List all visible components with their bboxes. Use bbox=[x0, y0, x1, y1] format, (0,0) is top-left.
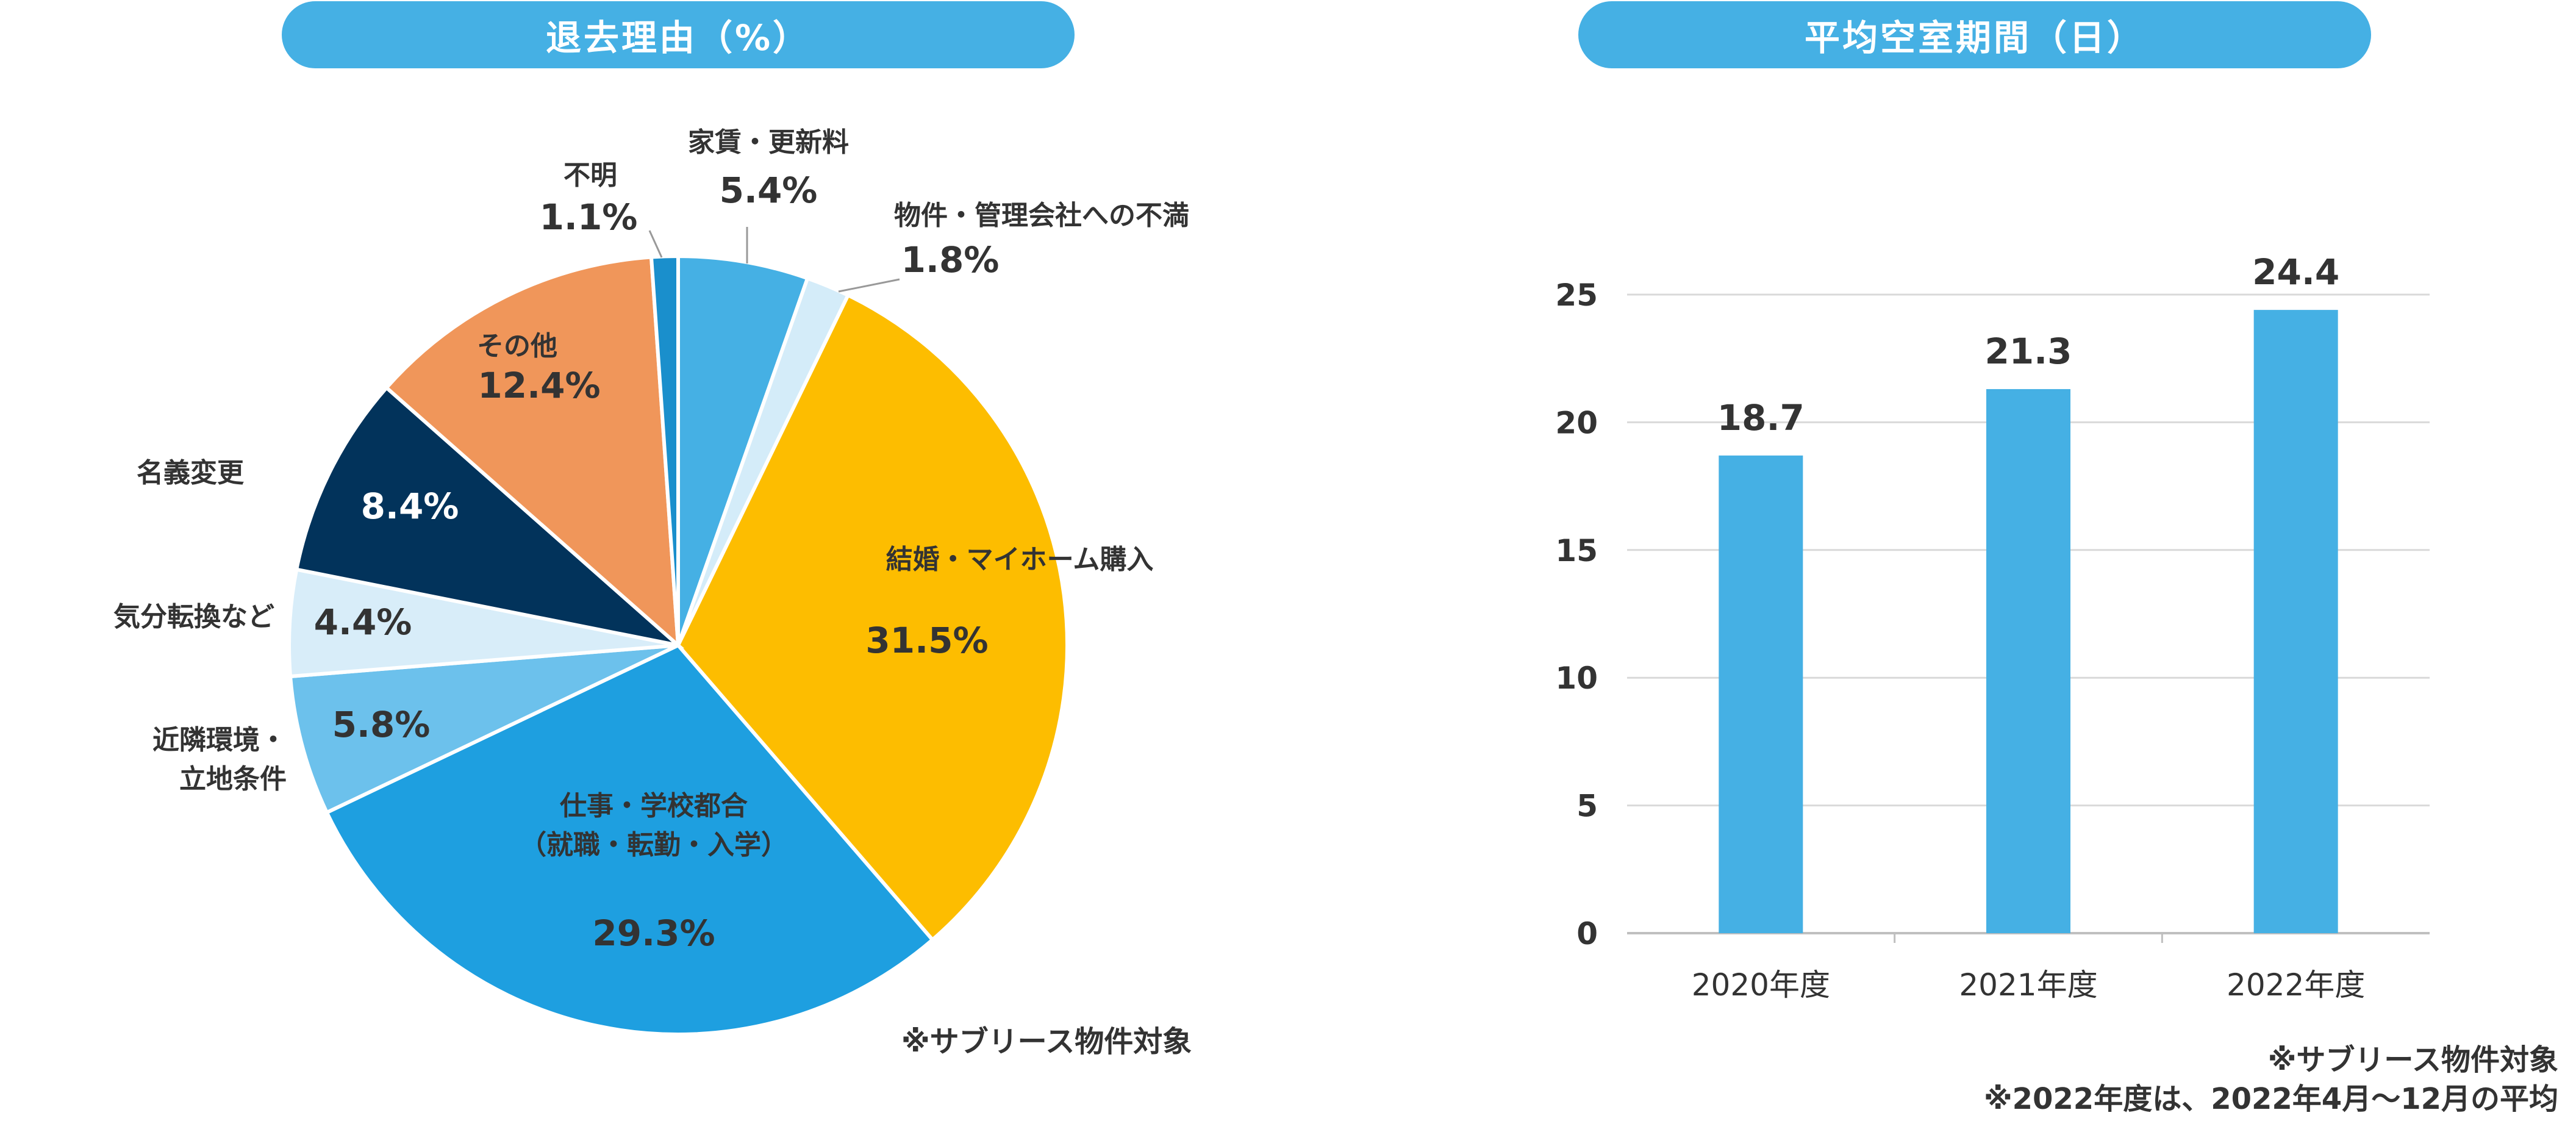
bar-2 bbox=[2253, 310, 2338, 933]
pie-slice-4 bbox=[288, 643, 679, 815]
pie-chart-note: ※サブリース物件対象 bbox=[901, 1025, 1192, 1059]
pie-slice-value-7: 12.4% bbox=[478, 365, 600, 406]
pie-slice-value-0: 5.4% bbox=[720, 170, 818, 211]
pie-slice-label-7: その他 bbox=[477, 331, 557, 362]
bar-ytick-3: 15 bbox=[1555, 533, 1598, 568]
bar-0 bbox=[1719, 455, 1803, 933]
bar-value-label-0: 18.7 bbox=[1717, 397, 1805, 439]
pie-slice-7 bbox=[384, 255, 681, 650]
bar-category-label-2: 2022年度 bbox=[2227, 967, 2365, 1003]
bar-value-label-2: 24.4 bbox=[2252, 251, 2339, 293]
pie-slice-label-0: 家賃・更新料 bbox=[688, 127, 849, 158]
bar-ytick-0: 0 bbox=[1576, 916, 1598, 951]
pie-slice-value-6: 8.4% bbox=[361, 485, 459, 527]
pie-slice-8 bbox=[649, 254, 680, 646]
pie-leader-line-8 bbox=[648, 230, 663, 258]
pie-slice-label-8: 不明 bbox=[564, 160, 617, 191]
bar-ytick-1: 5 bbox=[1576, 789, 1598, 824]
pie-slice-label-4: 近隣環境・ bbox=[152, 725, 287, 756]
bar-category-label-1: 2021年度 bbox=[1959, 967, 2097, 1003]
pie-slice-value-2: 31.5% bbox=[865, 620, 988, 661]
bar-ytick-5: 25 bbox=[1555, 278, 1598, 313]
bar-chart-note-period: ※2022年度は、2022年4月〜12月の平均 bbox=[1983, 1082, 2558, 1116]
pie-slice-6 bbox=[294, 385, 685, 649]
bar-chart: 0 5 10 15 20 25 18.7 2020年度 21.3 2021年度 24.4 2022年度 bbox=[1555, 251, 2430, 1003]
bar-1 bbox=[1986, 389, 2070, 933]
bar-chart-note-sublease: ※サブリース物件対象 bbox=[2267, 1043, 2558, 1077]
pie-chart-title: 退去理由（%） bbox=[282, 1, 1075, 68]
pie-slice-label-1: 物件・管理会社への不満 bbox=[894, 200, 1189, 231]
bar-chart-title: 平均空室期間（日） bbox=[1578, 1, 2371, 68]
pie-slice-value-1: 1.8% bbox=[901, 239, 1000, 281]
bar-ytick-4: 20 bbox=[1555, 405, 1598, 440]
pie-slice-label-4: 立地条件 bbox=[179, 764, 287, 795]
pie-slice-5 bbox=[287, 567, 679, 679]
pie-slice-label-6: 名義変更 bbox=[137, 457, 245, 489]
pie-slice-value-5: 4.4% bbox=[314, 601, 412, 643]
pie-slice-value-3: 29.3% bbox=[592, 912, 715, 954]
bar-category-label-0: 2020年度 bbox=[1692, 967, 1830, 1003]
bar-value-label-1: 21.3 bbox=[1984, 331, 2072, 372]
pie-chart: 家賃・更新料 5.4% 物件・管理会社への不満 1.8% 結婚・マイホーム購入 31.5%… bbox=[113, 127, 1189, 1036]
pie-slice-0 bbox=[676, 254, 810, 646]
pie-slice-label-5: 気分転換など bbox=[113, 601, 274, 632]
bar-ytick-2: 10 bbox=[1555, 661, 1598, 696]
pie-slice-3 bbox=[324, 643, 936, 1036]
pie-slice-label-3: （就職・転勤・入学） bbox=[520, 829, 788, 861]
pie-slice-label-2: 結婚・マイホーム購入 bbox=[886, 544, 1154, 575]
pie-slice-2 bbox=[676, 293, 1069, 943]
pie-slice-value-4: 5.8% bbox=[332, 704, 431, 745]
pie-slice-label-3: 仕事・学校都合 bbox=[560, 790, 748, 822]
pie-slice-value-8: 1.1% bbox=[540, 196, 638, 238]
pie-leader-line-1 bbox=[838, 278, 900, 293]
